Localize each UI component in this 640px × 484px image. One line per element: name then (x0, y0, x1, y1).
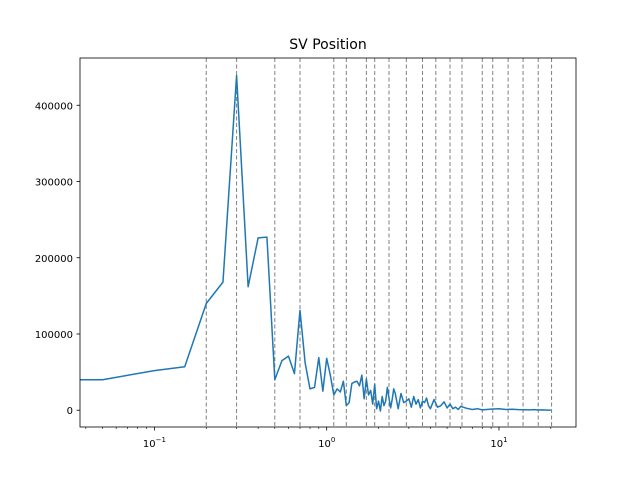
plot-frame (79, 57, 577, 428)
vertical-reference-lines (205, 58, 553, 427)
y-tick-label: 400000 (35, 101, 73, 112)
series-layer (80, 74, 551, 412)
x-tick-label: 101 (490, 436, 507, 450)
y-tick-label: 300000 (35, 178, 73, 189)
y-tick-label: 100000 (35, 330, 73, 341)
x-tick-label: 10−1 (143, 436, 166, 450)
series-line-0 (80, 74, 551, 412)
y-tick-label: 200000 (35, 254, 73, 265)
y-axis: 0 100000 200000 300000 400000 (35, 101, 80, 417)
x-tick-label: 100 (318, 436, 335, 450)
x-axis: 10−1 100 101 (85, 427, 552, 450)
chart-title: SV Position (289, 37, 366, 53)
y-tick-label: 0 (67, 406, 73, 417)
